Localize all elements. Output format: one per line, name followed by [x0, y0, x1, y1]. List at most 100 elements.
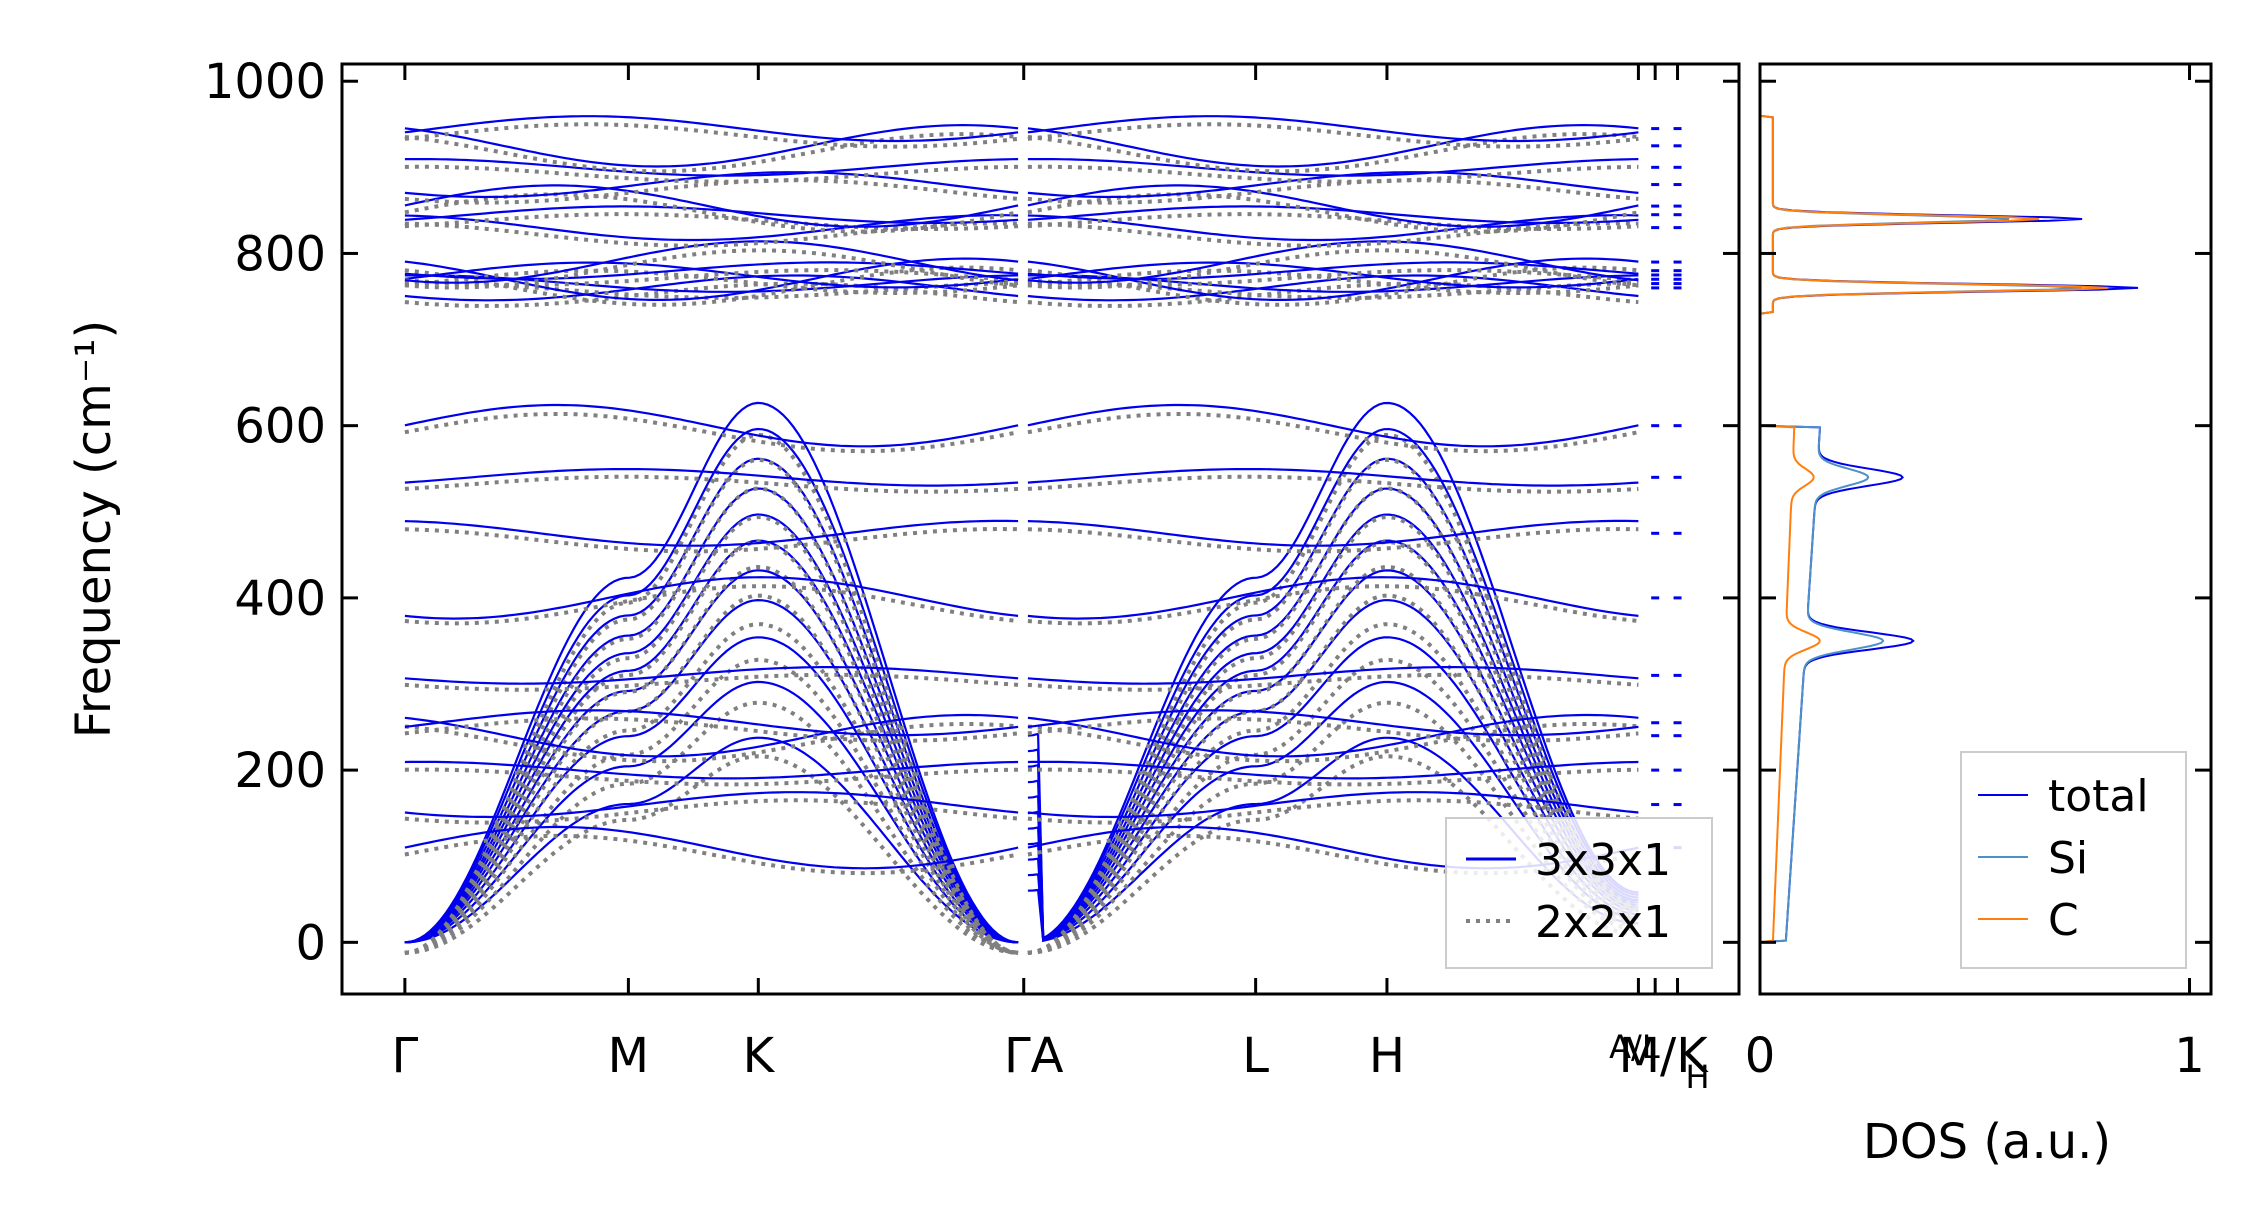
band-optical-branch-2x2x1	[1027, 526, 1639, 554]
band-y-tick-label: 600	[234, 399, 326, 455]
band-optical-branch	[404, 468, 1019, 487]
band-optical-branch	[1027, 261, 1639, 289]
band-optical-branch-2x2x1	[404, 132, 1019, 174]
band-optical-branch	[404, 240, 1019, 284]
dos-x-axis-label: DOS (a.u.)	[1863, 1114, 2111, 1170]
band-optical-branch-2x2x1	[1027, 722, 1639, 764]
band-optical-branch	[404, 666, 1019, 685]
band-y-tick-label: 200	[234, 743, 326, 799]
band-y-tick-label: 400	[234, 571, 326, 627]
band-optical-branch	[404, 713, 1019, 758]
band-optical-branch-2x2x1	[1027, 122, 1639, 149]
dos-panel: 0 1 DOS (a.u.) total Si C	[1745, 62, 2213, 1170]
band-optical-branch	[404, 519, 1019, 547]
band-optical-branch	[1027, 115, 1639, 143]
dos-legend-box	[1960, 751, 2187, 969]
dos-curve-c	[1760, 64, 2108, 994]
band-path-label: Γ	[391, 1028, 418, 1084]
band-acoustic-branch-2x2x1	[404, 564, 1019, 955]
band-acoustic-branch-2x2x1	[404, 593, 1019, 955]
band-optical-branch	[1027, 158, 1639, 177]
band-optical-branch-2x2x1	[1027, 412, 1639, 454]
band-optical-branch	[1027, 519, 1639, 547]
band-optical-branch-2x2x1	[404, 798, 1019, 825]
band-optical-branch-2x2x1	[1027, 164, 1639, 184]
band-y-tick-label: 800	[234, 226, 326, 282]
band-optical-branch	[1027, 576, 1639, 620]
band-optical-branch	[1027, 791, 1639, 819]
legend-label-si: Si	[2048, 833, 2088, 884]
band-path-label: H	[1686, 1058, 1710, 1096]
band-optical-branch	[404, 274, 1019, 302]
dos-x-tick-label: 0	[1745, 1028, 1776, 1084]
band-optical-branch	[404, 214, 1019, 242]
band-acoustic-branch-2x2x1	[404, 457, 1019, 955]
band-optical-branch-2x2x1	[404, 474, 1019, 494]
band-optical-branch	[404, 825, 1019, 870]
band-acoustic-branch-2x2x1	[1027, 593, 1639, 955]
dos-lines	[1760, 64, 2139, 994]
band-optical-branch-2x2x1	[1027, 474, 1639, 494]
dos-axes-frame	[1758, 62, 2213, 996]
band-acoustic-branch-2x2x1	[404, 754, 1019, 955]
band-optical-branch-2x2x1	[404, 164, 1019, 184]
band-optical-branch-2x2x1	[1027, 767, 1639, 787]
band-optical-branch-2x2x1	[404, 178, 1019, 205]
band-lines	[404, 115, 1682, 955]
band-legend: 3x3x1 2x2x1	[1445, 817, 1713, 969]
band-acoustic-branch	[1027, 427, 1639, 941]
band-acoustic-branch	[404, 598, 1019, 944]
band-optical-branch-2x2x1	[404, 122, 1019, 149]
legend-label-c: C	[2048, 895, 2079, 946]
band-optical-branch-2x2x1	[404, 833, 1019, 876]
band-acoustic-branch-2x2x1	[1027, 515, 1639, 955]
band-optical-branch	[1027, 214, 1639, 242]
band-optical-branch	[1027, 403, 1639, 448]
band-path-label: A/L	[1609, 1028, 1660, 1066]
band-optical-branch	[1027, 760, 1639, 780]
band-optical-branch-2x2x1	[404, 212, 1019, 231]
band-optical-branch-2x2x1	[1027, 178, 1639, 205]
band-y-tick-label: 1000	[204, 54, 326, 110]
band-optical-branch-2x2x1	[404, 767, 1019, 787]
band-optical-branch-2x2x1	[404, 526, 1019, 554]
legend-label-2x2x1: 2x2x1	[1535, 897, 1671, 948]
band-optical-branch-2x2x1	[1027, 268, 1639, 295]
band-optical-branch-2x2x1	[1027, 584, 1639, 626]
band-optical-branch	[404, 261, 1019, 289]
band-path-label: M/K	[1619, 1028, 1710, 1084]
band-acoustic-branch-2x2x1	[1027, 622, 1639, 955]
band-path-label: M	[608, 1028, 649, 1084]
band-optical-branch-2x2x1	[404, 716, 1019, 743]
band-acoustic-branch	[1027, 401, 1639, 941]
band-acoustic-branch-2x2x1	[404, 622, 1019, 955]
band-acoustic-branch-2x2x1	[404, 700, 1019, 955]
band-y-ticks: 0 200 400 600 800 1000	[204, 54, 1739, 971]
band-y-tick-label: 0	[295, 915, 326, 971]
band-optical-branch	[1027, 123, 1639, 168]
band-optical-branch	[404, 115, 1019, 143]
band-acoustic-branch-2x2x1	[1027, 457, 1639, 955]
band-optical-branch-2x2x1	[1027, 798, 1639, 825]
band-path-label: H	[1369, 1028, 1405, 1084]
dos-curve-si	[1760, 64, 2083, 994]
band-optical-branch	[404, 791, 1019, 819]
band-optical-branch-2x2x1	[1027, 132, 1639, 174]
band-acoustic-branch	[404, 401, 1019, 944]
band-optical-branch	[404, 403, 1019, 448]
band-optical-branch	[1027, 666, 1639, 685]
band-optical-branch-2x2x1	[1027, 248, 1639, 290]
band-optical-branch	[1027, 713, 1639, 758]
band-path-label: K	[743, 1028, 776, 1084]
band-optical-branch	[1027, 468, 1639, 487]
band-optical-branch-2x2x1	[404, 722, 1019, 764]
band-optical-branch	[404, 709, 1019, 737]
band-optical-branch	[1027, 240, 1639, 284]
band-x-ticks: Γ M K ΓA L H A/LM/KH	[391, 64, 1710, 1096]
band-acoustic-branch	[404, 736, 1019, 944]
band-acoustic-branch-2x2x1	[404, 486, 1019, 955]
band-optical-branch	[404, 158, 1019, 177]
